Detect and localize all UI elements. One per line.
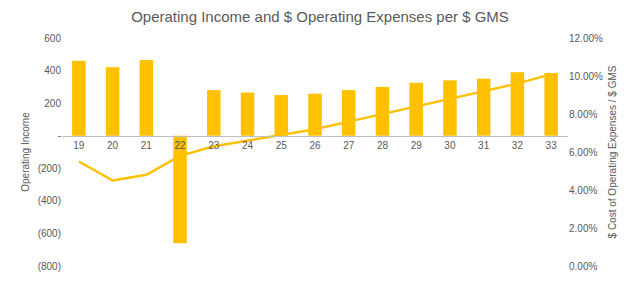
svg-text:10.00%: 10.00% (569, 71, 603, 82)
svg-text:21: 21 (141, 140, 153, 151)
svg-text:Operating Income and $ Operati: Operating Income and $ Operating Expense… (131, 8, 509, 25)
svg-text:(200): (200) (38, 163, 61, 174)
svg-text:23: 23 (208, 140, 220, 151)
svg-text:(400): (400) (38, 195, 61, 206)
svg-text:2.00%: 2.00% (569, 223, 597, 234)
svg-text:0.00%: 0.00% (569, 261, 597, 272)
svg-text:32: 32 (512, 140, 524, 151)
svg-text:19: 19 (73, 140, 85, 151)
svg-text:(600): (600) (38, 228, 61, 239)
svg-text:$ Cost of Operating Expenses /: $ Cost of Operating Expenses / $ GMS (607, 65, 618, 238)
svg-text:28: 28 (377, 140, 389, 151)
svg-text:29: 29 (411, 140, 423, 151)
svg-text:(800): (800) (38, 261, 61, 272)
svg-text:24: 24 (242, 140, 254, 151)
svg-text:26: 26 (309, 140, 321, 151)
svg-text:22: 22 (175, 140, 187, 151)
svg-text:Operating Income: Operating Income (20, 112, 31, 192)
svg-text:8.00%: 8.00% (569, 109, 597, 120)
svg-text:4.00%: 4.00% (569, 185, 597, 196)
svg-text:6.00%: 6.00% (569, 147, 597, 158)
svg-text:-: - (58, 130, 61, 141)
svg-text:30: 30 (444, 140, 456, 151)
svg-text:12.00%: 12.00% (569, 33, 603, 44)
svg-text:600: 600 (44, 33, 61, 44)
svg-text:20: 20 (107, 140, 119, 151)
svg-text:200: 200 (44, 98, 61, 109)
svg-text:31: 31 (478, 140, 490, 151)
svg-text:27: 27 (343, 140, 355, 151)
svg-text:25: 25 (276, 140, 288, 151)
svg-text:400: 400 (44, 65, 61, 76)
svg-text:33: 33 (546, 140, 558, 151)
